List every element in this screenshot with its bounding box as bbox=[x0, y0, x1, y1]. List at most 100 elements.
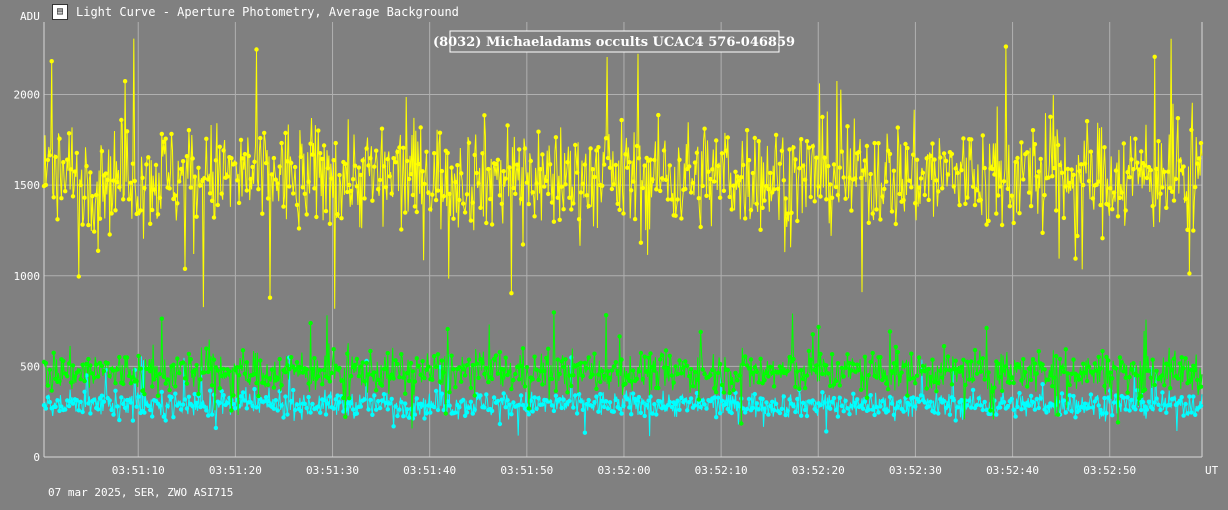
data-point bbox=[683, 398, 688, 403]
data-point bbox=[1152, 382, 1157, 388]
data-point bbox=[383, 400, 389, 405]
data-point bbox=[909, 185, 914, 190]
data-point bbox=[911, 152, 916, 157]
data-point bbox=[996, 361, 1001, 366]
data-point bbox=[192, 367, 197, 373]
data-point bbox=[820, 390, 825, 395]
data-point bbox=[1061, 215, 1067, 221]
data-point bbox=[314, 214, 319, 220]
data-point bbox=[860, 406, 866, 411]
data-point bbox=[758, 356, 763, 361]
data-point bbox=[472, 393, 477, 398]
data-point bbox=[45, 383, 51, 388]
data-point bbox=[248, 400, 253, 405]
data-point bbox=[250, 164, 255, 170]
data-point bbox=[366, 407, 371, 412]
data-point bbox=[489, 222, 495, 227]
data-point bbox=[1106, 395, 1111, 400]
data-point bbox=[432, 404, 437, 410]
data-point bbox=[804, 139, 810, 144]
data-point bbox=[113, 388, 118, 393]
data-point bbox=[86, 356, 91, 362]
data-point bbox=[870, 407, 875, 412]
data-point bbox=[124, 355, 130, 360]
data-point bbox=[1082, 370, 1088, 375]
x-axis-label: UT bbox=[1205, 464, 1219, 477]
data-point bbox=[702, 371, 707, 377]
data-point bbox=[764, 370, 769, 376]
data-point bbox=[497, 421, 503, 427]
data-point bbox=[557, 397, 562, 402]
data-point bbox=[339, 378, 344, 383]
data-point bbox=[891, 361, 897, 366]
data-point bbox=[331, 347, 336, 352]
light-curve-app-icon[interactable]: ▤ bbox=[52, 4, 68, 20]
data-point bbox=[321, 143, 327, 148]
data-point bbox=[1131, 167, 1136, 172]
data-point bbox=[704, 193, 709, 198]
data-point bbox=[702, 402, 707, 407]
data-point bbox=[1069, 371, 1074, 376]
data-point bbox=[540, 382, 545, 387]
data-point bbox=[337, 400, 342, 405]
data-point bbox=[256, 393, 261, 399]
data-point bbox=[557, 371, 562, 377]
data-point bbox=[292, 407, 298, 413]
data-point bbox=[194, 400, 199, 406]
data-point bbox=[625, 165, 630, 170]
data-point bbox=[715, 163, 721, 169]
data-point bbox=[787, 397, 792, 402]
data-point bbox=[360, 360, 365, 365]
data-point bbox=[391, 156, 396, 161]
data-point bbox=[350, 407, 356, 412]
data-point bbox=[930, 357, 935, 362]
data-point bbox=[930, 141, 935, 146]
data-point bbox=[316, 128, 321, 133]
data-point bbox=[459, 171, 464, 176]
data-point bbox=[941, 344, 947, 349]
data-point bbox=[509, 386, 514, 392]
data-point bbox=[74, 398, 80, 403]
data-point bbox=[532, 354, 537, 359]
data-point bbox=[924, 156, 929, 161]
data-point bbox=[113, 208, 118, 213]
data-point bbox=[381, 164, 387, 169]
data-point bbox=[383, 366, 389, 371]
data-point bbox=[420, 169, 425, 174]
data-point bbox=[408, 360, 414, 366]
data-point bbox=[1036, 405, 1042, 411]
data-point bbox=[617, 207, 622, 212]
data-point bbox=[625, 397, 630, 402]
data-point bbox=[969, 359, 974, 364]
data-point bbox=[312, 356, 317, 361]
data-point bbox=[632, 216, 638, 222]
data-point bbox=[1173, 176, 1179, 182]
data-point bbox=[768, 170, 773, 176]
data-point bbox=[1077, 168, 1082, 174]
data-point bbox=[370, 198, 375, 203]
data-point bbox=[157, 371, 163, 377]
data-point bbox=[1065, 371, 1071, 376]
data-point bbox=[1030, 399, 1036, 405]
data-point bbox=[872, 140, 877, 146]
data-point bbox=[945, 403, 951, 408]
data-point bbox=[414, 396, 419, 401]
data-point bbox=[549, 403, 555, 408]
data-point bbox=[1110, 413, 1115, 418]
data-point bbox=[793, 384, 798, 389]
data-point bbox=[791, 356, 796, 362]
data-point bbox=[1175, 116, 1181, 121]
data-point bbox=[1111, 400, 1117, 405]
data-point bbox=[791, 145, 796, 150]
data-point bbox=[505, 398, 510, 403]
data-point bbox=[1088, 392, 1094, 397]
data-point bbox=[905, 145, 910, 151]
data-point bbox=[727, 390, 732, 396]
data-point bbox=[107, 373, 112, 379]
data-point bbox=[171, 362, 176, 367]
data-point bbox=[810, 398, 815, 403]
data-point bbox=[76, 368, 82, 373]
target-star-series bbox=[41, 38, 1204, 309]
data-point bbox=[839, 403, 844, 409]
data-point bbox=[148, 407, 153, 413]
